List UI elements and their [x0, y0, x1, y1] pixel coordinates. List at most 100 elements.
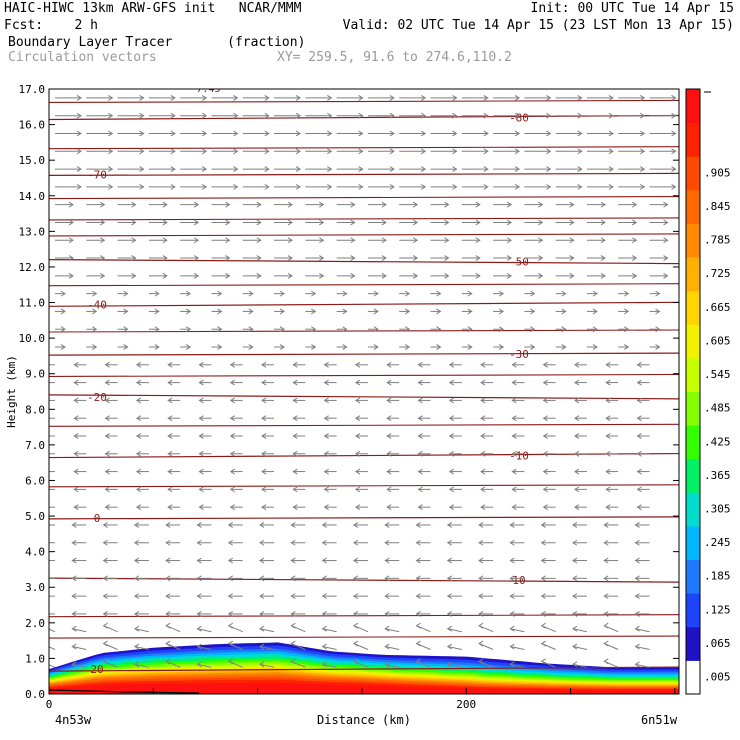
y-axis: 0.0 1.0 2.0 3.0 4.0 5.0 6.0 7.0 8.0 9.0 10.0 11.0 12…: [5, 83, 679, 701]
wind-vector-head: [417, 415, 423, 422]
wind-vector-head: [389, 94, 395, 101]
wind-vector-head: [417, 504, 423, 511]
wind-vector-head: [233, 166, 239, 172]
y-tick-label: 15.0: [19, 154, 46, 167]
wind-vector-head: [279, 326, 285, 333]
wind-vector-head: [467, 326, 473, 333]
colorbar-swatch: [686, 156, 700, 191]
wind-vector-head: [167, 504, 173, 511]
wind-vector-head: [478, 622, 484, 629]
wind-vector-head: [193, 255, 200, 261]
plot-border: [48, 88, 680, 695]
wind-vector-head: [574, 397, 580, 404]
wind-vector-head: [623, 326, 630, 333]
wind-vector-head: [162, 201, 168, 208]
wind-vector-head: [327, 112, 333, 119]
wind-vector-head: [354, 486, 361, 493]
plot-background: [49, 89, 679, 694]
wind-vector-head: [319, 255, 325, 261]
wind-vector-head: [287, 255, 293, 261]
wind-vector-head: [592, 326, 598, 333]
wind-vector-head: [196, 593, 202, 600]
wind-vector-head: [509, 661, 515, 668]
wind-vector-head: [108, 130, 114, 137]
wind-vector-head: [198, 504, 204, 511]
wind-vector-head: [43, 451, 47, 456]
wind-vector-head: [165, 522, 171, 528]
wind-vector-head: [102, 522, 108, 528]
y-tick-label: 16.0: [19, 119, 46, 132]
wind-vector-head: [68, 272, 74, 279]
wind-vector-head: [165, 658, 171, 665]
wind-vector-head: [135, 433, 142, 439]
colorbar-swatch: [686, 425, 700, 460]
wind-vector-head: [511, 468, 517, 475]
wind-vector: [259, 628, 275, 633]
wind-vector-head: [352, 640, 359, 647]
contour-label: 20: [90, 663, 103, 676]
wind-vector-head: [448, 433, 455, 439]
wind-vector-head: [321, 593, 327, 600]
wind-vector-head: [131, 237, 137, 244]
wind-vector: [385, 646, 400, 651]
wind-vector-head: [577, 94, 583, 101]
wind-vector-head: [446, 539, 453, 546]
wind-vector-head: [530, 344, 536, 350]
wind-vector-head: [196, 522, 202, 528]
contour-line: [49, 577, 679, 583]
surface-line: [49, 689, 200, 694]
wind-vector-head: [381, 255, 387, 261]
wind-vector-head: [162, 272, 168, 279]
wind-vector-head: [605, 433, 611, 439]
wind-vector-head: [60, 290, 66, 297]
wind-vector-head: [592, 308, 598, 315]
wind-vector-head: [311, 290, 317, 297]
wind-vector-head: [165, 593, 171, 600]
wind-vector-head: [227, 611, 234, 617]
wind-vector-head: [165, 640, 171, 647]
y-tick-label: 14.0: [19, 190, 46, 203]
wind-vector-head: [511, 379, 517, 386]
wind-vector-head: [569, 255, 575, 261]
colorbar-label: .185: [704, 570, 731, 583]
wind-vector-head: [389, 166, 395, 172]
wind-vector-head: [225, 237, 231, 244]
wind-vector-head: [68, 255, 74, 261]
wind-vector-head: [509, 611, 515, 617]
wind-vector-head: [478, 522, 484, 528]
wind-vector-head: [108, 183, 114, 190]
wind-vector-head: [154, 326, 160, 333]
wind-vector-head: [415, 622, 421, 629]
colorbar-swatch: [686, 122, 700, 157]
wind-vector-head: [358, 130, 364, 137]
wind-vector-head: [478, 557, 484, 564]
wind-vector-head: [292, 379, 298, 386]
colorbar-label: .305: [704, 503, 731, 516]
wind-vector-head: [323, 379, 329, 386]
wind-vector-head: [478, 539, 484, 546]
wind-vector-head: [135, 415, 142, 422]
wind-vector-head: [261, 397, 267, 404]
wind-vector-head: [540, 593, 546, 600]
wind-vector-head: [193, 272, 200, 279]
wind-vector-head: [511, 361, 517, 368]
wind-vector-head: [225, 272, 231, 279]
wind-vector-head: [384, 643, 390, 650]
wind-vector-head: [480, 433, 486, 439]
wind-vector-head: [167, 486, 173, 493]
wind-vector-head: [574, 433, 580, 439]
wind-vector-head: [227, 640, 234, 647]
wind-vector-head: [104, 397, 110, 404]
wind-vector-head: [350, 272, 356, 279]
wind-vector: [322, 628, 337, 633]
wind-vector-head: [448, 486, 455, 493]
wind-vector-head: [201, 112, 208, 119]
wind-vector-head: [292, 468, 298, 475]
contour-label-top: -7.45: [190, 84, 220, 95]
wind-vector-head: [603, 611, 609, 617]
wind-vector-head: [384, 611, 390, 617]
wind-vector-head: [546, 166, 552, 172]
wind-vector-head: [634, 625, 640, 632]
y-tick-label: 2.0: [25, 617, 45, 630]
wind-vector-head: [100, 201, 106, 208]
